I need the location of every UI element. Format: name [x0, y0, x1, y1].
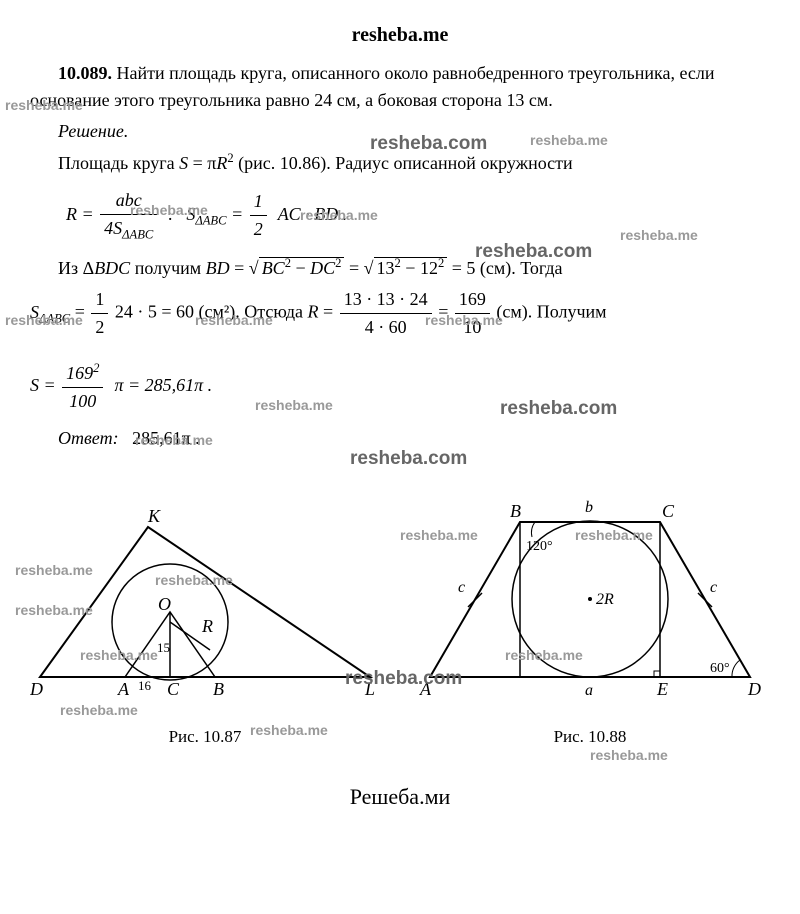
svg-text:b: b	[585, 499, 593, 516]
svg-text:A: A	[419, 679, 432, 699]
problem-statement: 10.089. Найти площадь круга, описанного …	[30, 60, 770, 114]
header-link: resheba.me	[30, 20, 770, 50]
line-calc: SΔABC = 12 24 · 5 = 60 (см²). Отсюда R =…	[30, 286, 770, 341]
svg-text:C: C	[662, 501, 675, 521]
line-bd: Из ΔBDC получим BD = √BC2 − DC2 = √132 −…	[30, 254, 770, 282]
svg-text:B: B	[510, 501, 521, 521]
svg-text:R: R	[201, 616, 213, 636]
svg-text:B: B	[213, 679, 224, 699]
triangle-circle-diagram: K O R A B C D L 15 16	[30, 482, 380, 712]
problem-number: 10.089.	[58, 63, 112, 83]
answer-line: Ответ: 285,61π .	[30, 425, 770, 452]
figures-row: K O R A B C D L 15 16 Рис. 10.87 A B	[30, 482, 770, 750]
line-area-formula: Площадь круга S = πR2 (рис. 10.86). Ради…	[30, 149, 770, 177]
solution-label: Решение.	[30, 118, 770, 145]
problem-text: Найти площадь круга, описанного около ра…	[30, 63, 715, 110]
formula-s-final: S = 1692100 π = 285,61π .	[30, 359, 770, 415]
svg-text:2R: 2R	[596, 591, 614, 608]
svg-text:c: c	[458, 579, 465, 596]
fig1-caption: Рис. 10.87	[30, 724, 380, 750]
fig2-caption: Рис. 10.88	[410, 724, 770, 750]
svg-text:A: A	[117, 679, 130, 699]
footer-link: Решеба.ми	[30, 780, 770, 813]
svg-text:a: a	[585, 682, 593, 699]
figure-2: A B C D E b c c a 2R 120° 60° Рис. 10.88	[410, 482, 770, 750]
svg-text:D: D	[30, 679, 43, 699]
svg-text:K: K	[147, 506, 161, 526]
svg-text:120°: 120°	[526, 539, 553, 554]
svg-text:C: C	[167, 679, 180, 699]
formula-r-and-s: R = abc4SΔABC . SΔABC = 12 AC · BD .	[66, 187, 770, 244]
svg-text:O: O	[158, 594, 171, 614]
svg-text:15: 15	[157, 640, 170, 655]
figure-1: K O R A B C D L 15 16 Рис. 10.87	[30, 482, 380, 750]
svg-text:E: E	[656, 679, 668, 699]
svg-text:16: 16	[138, 678, 152, 693]
svg-text:c: c	[710, 579, 717, 596]
svg-text:D: D	[747, 679, 761, 699]
svg-text:60°: 60°	[710, 661, 730, 676]
trapezoid-circle-diagram: A B C D E b c c a 2R 120° 60°	[410, 482, 770, 712]
svg-text:L: L	[364, 679, 375, 699]
